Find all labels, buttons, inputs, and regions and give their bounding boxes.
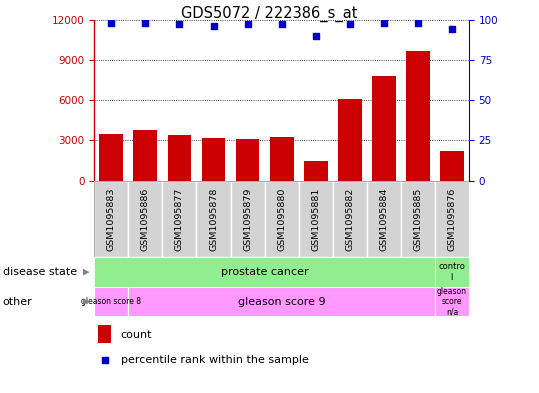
Bar (134, 130, 157, 181)
FancyBboxPatch shape (231, 181, 265, 257)
Text: contro
l: contro l (438, 263, 465, 282)
Bar (440, 151, 464, 181)
FancyBboxPatch shape (94, 181, 128, 257)
FancyBboxPatch shape (299, 181, 333, 257)
FancyBboxPatch shape (333, 181, 367, 257)
FancyBboxPatch shape (265, 181, 299, 257)
Text: GSM1095878: GSM1095878 (209, 187, 218, 251)
Text: GDS5072 / 222386_s_at: GDS5072 / 222386_s_at (181, 6, 358, 22)
Bar (98, 325, 111, 343)
Text: GSM1095876: GSM1095876 (447, 187, 457, 251)
FancyBboxPatch shape (435, 181, 469, 257)
Point (175, 21, 184, 28)
Text: disease state: disease state (3, 267, 77, 277)
Bar (372, 76, 396, 181)
Bar (236, 139, 259, 181)
Text: GSM1095885: GSM1095885 (413, 187, 423, 251)
Text: gleason score 8: gleason score 8 (81, 297, 141, 306)
Point (209, 23, 218, 29)
Text: percentile rank within the sample: percentile rank within the sample (121, 355, 308, 365)
Bar (99, 134, 123, 181)
Text: GSM1095884: GSM1095884 (379, 187, 388, 251)
Point (278, 21, 286, 28)
Text: GSM1095883: GSM1095883 (107, 187, 116, 251)
Point (100, 357, 109, 363)
Bar (270, 137, 294, 181)
FancyBboxPatch shape (197, 181, 231, 257)
Point (141, 20, 150, 26)
FancyBboxPatch shape (435, 287, 469, 316)
Bar (338, 99, 362, 181)
Text: GSM1095881: GSM1095881 (311, 187, 320, 251)
FancyBboxPatch shape (367, 181, 401, 257)
Text: GSM1095880: GSM1095880 (277, 187, 286, 251)
Point (413, 20, 422, 26)
Point (107, 20, 116, 26)
Text: GSM1095886: GSM1095886 (141, 187, 150, 251)
Text: gleason score 9: gleason score 9 (238, 297, 326, 307)
FancyBboxPatch shape (94, 257, 435, 287)
FancyBboxPatch shape (401, 181, 435, 257)
Bar (304, 161, 328, 181)
Text: count: count (121, 330, 152, 340)
Point (312, 33, 320, 39)
Text: GSM1095877: GSM1095877 (175, 187, 184, 251)
Text: other: other (3, 297, 32, 307)
FancyBboxPatch shape (162, 181, 197, 257)
FancyBboxPatch shape (94, 287, 128, 316)
Text: GSM1095882: GSM1095882 (345, 187, 354, 251)
Point (379, 20, 388, 26)
Bar (202, 138, 225, 181)
Point (345, 21, 354, 28)
Bar (168, 135, 191, 181)
Point (447, 26, 456, 33)
Text: prostate cancer: prostate cancer (221, 267, 308, 277)
FancyBboxPatch shape (128, 181, 162, 257)
FancyBboxPatch shape (435, 257, 469, 287)
Point (243, 21, 252, 28)
Text: gleason
score
n/a: gleason score n/a (437, 287, 467, 316)
FancyBboxPatch shape (128, 287, 435, 316)
Text: GSM1095879: GSM1095879 (243, 187, 252, 251)
Bar (406, 51, 430, 181)
